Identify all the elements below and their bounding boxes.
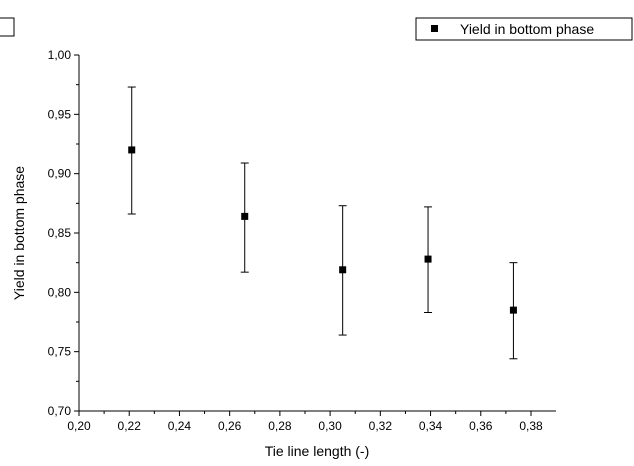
x-tick-label: 0,38 (519, 419, 543, 433)
y-axis-title: Yield in bottom phase (11, 166, 27, 300)
y-tick-label: 0,70 (48, 404, 72, 418)
x-axis-title: Tie line length (-) (265, 443, 370, 459)
error-bars (127, 86, 518, 360)
x-tick-label: 0,24 (168, 419, 192, 433)
clipped-box (0, 17, 15, 37)
axes (78, 55, 556, 412)
legend-label: Yield in bottom phase (460, 21, 594, 37)
x-tick-label: 0,36 (469, 419, 493, 433)
x-tick-label: 0,28 (268, 419, 292, 433)
y-ticks: 0,70 0,75 0,80 0,85 0,90 0,95 1,00 (48, 48, 79, 418)
y-tick-label: 0,90 (48, 167, 72, 181)
data-point (339, 266, 347, 274)
x-ticks: 0,20 0,22 0,24 0,26 0,28 0,30 0,32 0,34 0,36 0,38 (67, 411, 543, 433)
y-tick-label: 0,75 (48, 345, 72, 359)
y-tick-label: 1,00 (48, 48, 72, 62)
x-tick-label: 0,30 (318, 419, 342, 433)
x-tick-label: 0,34 (419, 419, 443, 433)
legend-box (415, 17, 633, 41)
data-point (424, 255, 432, 263)
data-point (241, 212, 249, 220)
x-tick-label: 0,26 (218, 419, 242, 433)
legend-marker (431, 25, 438, 32)
y-tick-label: 0,85 (48, 226, 72, 240)
y-tick-label: 0,80 (48, 285, 72, 299)
x-tick-label: 0,20 (67, 419, 91, 433)
data-points (128, 146, 517, 314)
data-point (128, 146, 136, 154)
data-point (509, 306, 517, 314)
x-tick-label: 0,22 (118, 419, 142, 433)
legend: Yield in bottom phase (415, 17, 633, 41)
y-tick-label: 0,95 (48, 107, 72, 121)
x-tick-label: 0,32 (369, 419, 393, 433)
